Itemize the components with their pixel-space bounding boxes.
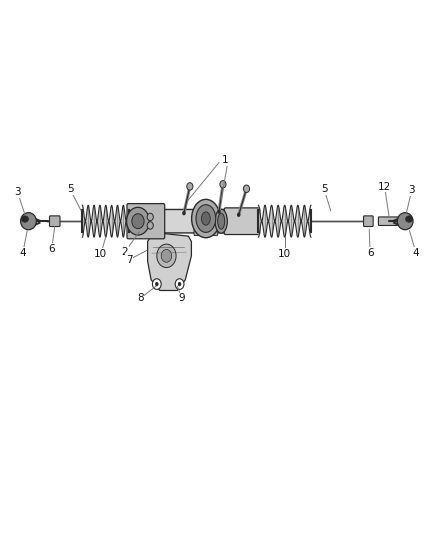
Circle shape [147,213,153,221]
Circle shape [187,183,193,190]
Text: 5: 5 [321,184,328,194]
Polygon shape [258,205,311,237]
Ellipse shape [406,216,413,222]
Circle shape [132,214,144,229]
Circle shape [217,209,221,214]
Text: 6: 6 [48,244,55,254]
Polygon shape [82,205,129,237]
Circle shape [147,222,153,229]
Circle shape [182,211,186,215]
Circle shape [155,282,159,286]
Ellipse shape [196,205,215,232]
Text: 7: 7 [126,255,133,264]
Text: 3: 3 [14,187,21,197]
Text: 10: 10 [94,249,107,259]
FancyBboxPatch shape [194,226,218,236]
Text: 10: 10 [278,249,291,259]
Text: 12: 12 [378,182,391,191]
Text: 4: 4 [413,248,420,258]
Ellipse shape [397,213,413,230]
Circle shape [175,279,184,289]
Circle shape [161,249,172,262]
Circle shape [237,213,240,217]
FancyBboxPatch shape [364,216,373,227]
Text: 4: 4 [19,248,26,258]
FancyBboxPatch shape [224,208,260,235]
FancyBboxPatch shape [49,216,60,227]
FancyBboxPatch shape [378,217,399,225]
Text: 2: 2 [121,247,128,257]
Circle shape [127,207,149,235]
Text: 9: 9 [178,294,185,303]
Circle shape [157,244,176,268]
Circle shape [244,185,250,192]
Ellipse shape [215,209,227,233]
Polygon shape [148,233,191,290]
Circle shape [178,282,181,286]
FancyBboxPatch shape [127,204,165,239]
Ellipse shape [218,213,225,229]
Circle shape [152,279,161,289]
Ellipse shape [201,212,210,225]
Text: 5: 5 [67,184,74,194]
Text: 3: 3 [408,185,415,195]
FancyBboxPatch shape [159,209,246,233]
Text: 1: 1 [222,155,229,165]
Ellipse shape [21,213,36,230]
Text: 6: 6 [367,248,374,258]
Ellipse shape [191,199,220,238]
Circle shape [220,181,226,188]
Ellipse shape [21,216,28,222]
Text: 8: 8 [137,294,144,303]
